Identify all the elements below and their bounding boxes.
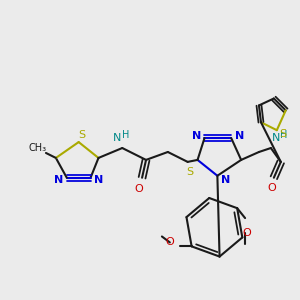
Text: N: N [192,131,201,141]
Text: O: O [166,237,174,248]
Text: O: O [243,228,251,238]
Text: N: N [94,175,103,185]
Text: H: H [122,130,129,140]
Text: N: N [235,131,244,141]
Text: O: O [268,183,276,193]
Text: N: N [113,133,122,143]
Text: CH₃: CH₃ [29,143,47,153]
Text: O: O [135,184,143,194]
Text: S: S [78,130,85,140]
Text: N: N [221,175,230,185]
Text: S: S [186,167,193,177]
Text: N: N [272,133,280,143]
Text: N: N [54,175,64,185]
Text: H: H [280,130,287,140]
Text: S: S [279,129,286,139]
